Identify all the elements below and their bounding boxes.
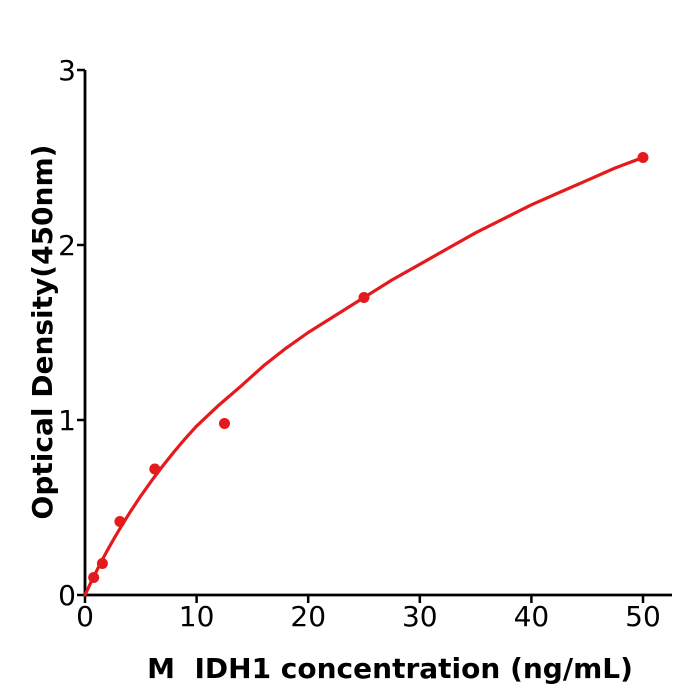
x-tick-label: 50 [625,600,661,633]
y-tick-label: 2 [58,229,76,262]
x-tick-label: 10 [179,600,215,633]
data-point [96,558,108,569]
data-point [149,463,161,475]
x-tick-label: 20 [290,600,326,633]
data-point [358,292,370,303]
y-tick-label: 1 [58,404,76,437]
data-point [114,516,126,527]
x-axis-label: M IDH1 concentration (ng/mL) [147,652,633,685]
fit-curve-line [83,155,645,597]
plot-area: 0 10 20 30 40 50 0 1 2 3 [58,54,672,633]
x-tick-label: 30 [402,600,438,633]
x-tick-label: 0 [76,600,94,633]
data-point [88,572,100,583]
axis-lines [83,70,672,597]
y-tick-label: 0 [58,579,76,612]
data-point [637,152,649,163]
y-tick-label: 3 [58,54,76,87]
x-tick-label: 40 [514,600,550,633]
y-axis-label: Optical Density(450nm) [26,145,59,520]
data-point [219,418,230,429]
